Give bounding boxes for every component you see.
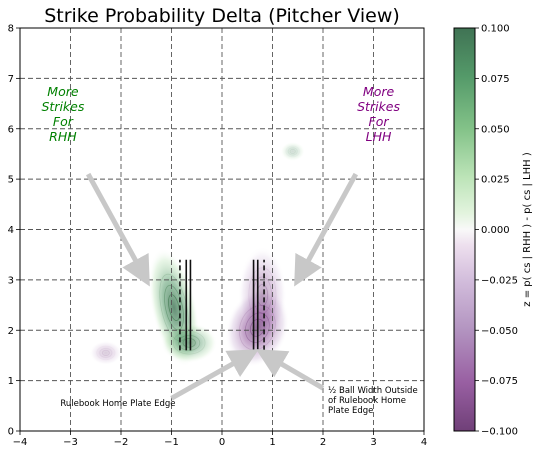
annotation-line: For <box>53 114 74 129</box>
x-tick-label: −3 <box>63 437 78 448</box>
annotation-line: Plate Edge <box>328 406 373 416</box>
annotation-line: More <box>47 84 79 99</box>
annotation-text: ½ Ball Width Outside of Rulebook Home Plat… <box>328 386 418 416</box>
annotation-text: More Strikes For RHH <box>41 84 84 144</box>
annotation-arrow <box>294 172 359 287</box>
colorbar-tick-label: −0.025 <box>481 275 518 286</box>
annotation-arrow <box>255 349 325 391</box>
x-tick-label: 0 <box>219 437 225 448</box>
colorbar: 0.100 0.075 0.050 0.025 0.000 −0.025 −0.050 −0.… <box>453 24 533 438</box>
annotation-arrow <box>85 172 150 287</box>
y-tick-label: 1 <box>8 376 14 387</box>
x-tick-label: 4 <box>421 437 427 448</box>
colorbar-tick-label: 0.025 <box>481 175 510 186</box>
y-tick-label: 3 <box>8 275 14 286</box>
lhh-density-blob <box>238 246 287 344</box>
contour-line <box>182 338 196 348</box>
lhh-density-blob <box>89 340 123 366</box>
colorbar-tick-label: 0.050 <box>481 124 510 135</box>
annotation-line: Strikes <box>357 99 400 114</box>
colorbar-tick-label: −0.100 <box>481 427 518 438</box>
x-tick-label: −4 <box>13 437 28 448</box>
contour-line <box>289 148 296 154</box>
annotation-line: Strikes <box>41 99 84 114</box>
annotation-line: For <box>369 114 390 129</box>
contour-line <box>99 347 113 358</box>
colorbar-tick-label: −0.050 <box>481 326 518 337</box>
contour-line <box>101 349 110 356</box>
y-tick-label: 7 <box>8 74 14 85</box>
colorbar-label: z = p( cs | RHH ) - p( cs | LHH ) <box>522 152 533 307</box>
annotation-line: of Rulebook Home <box>328 396 406 406</box>
x-tick-label: −1 <box>164 437 179 448</box>
annotation-arrow <box>170 349 259 401</box>
y-tick-label: 0 <box>8 427 14 438</box>
y-tick-label: 2 <box>8 326 14 337</box>
y-tick-label: 5 <box>8 175 14 186</box>
colorbar-gradient <box>453 27 476 432</box>
y-tick-label: 4 <box>8 225 14 236</box>
x-tick-label: 2 <box>320 437 326 448</box>
x-tick-label: −2 <box>114 437 129 448</box>
contour-line <box>172 331 206 355</box>
annotation-text: More Strikes For LHH <box>357 84 400 144</box>
colorbar-tick-label: 0.100 <box>481 24 510 35</box>
contour-line <box>178 334 201 351</box>
y-tick-label: 6 <box>8 124 14 135</box>
rhh-density-blob <box>280 141 305 162</box>
annotation-line: LHH <box>366 129 392 144</box>
colorbar-tick-label: −0.075 <box>481 376 518 387</box>
rhh-density-blob <box>160 322 218 363</box>
x-tick-label: 1 <box>269 437 275 448</box>
y-tick-label: 8 <box>8 24 14 35</box>
contour-line <box>287 147 298 156</box>
annotation-text: Rulebook Home Plate Edge <box>60 399 175 409</box>
x-tick-label: 3 <box>370 437 376 448</box>
annotation-line: ½ Ball Width Outside <box>328 386 418 396</box>
colorbar-tick-label: 0.000 <box>481 225 510 236</box>
chart-title: Strike Probability Delta (Pitcher View) <box>44 5 400 27</box>
annotation-line: More <box>363 84 395 99</box>
contour-line <box>248 267 277 323</box>
annotation-line: RHH <box>49 129 77 144</box>
annotation-line: Rulebook Home Plate Edge <box>60 399 175 409</box>
colorbar-tick-label: 0.075 <box>481 74 510 85</box>
